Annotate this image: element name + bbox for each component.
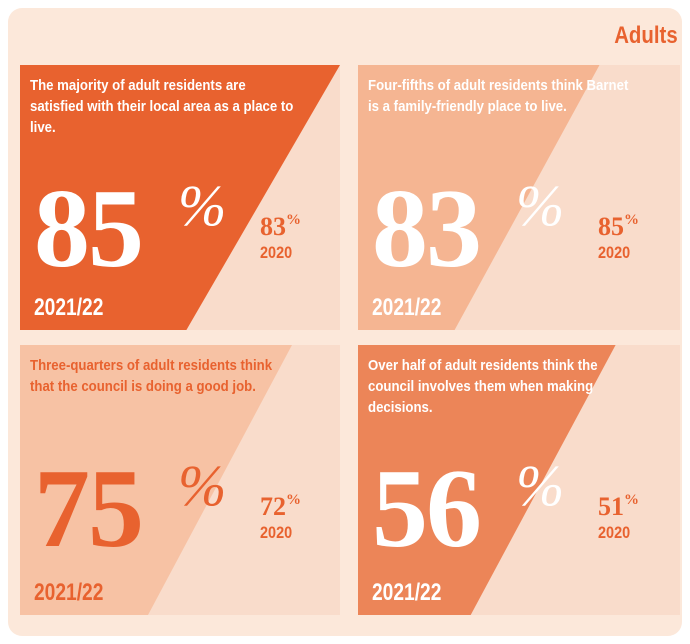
stat-value: 56 bbox=[372, 447, 482, 571]
stat-card: The majority of adult residents are sati… bbox=[20, 65, 340, 330]
stat-unit: % bbox=[178, 453, 227, 518]
title: Adults bbox=[614, 22, 678, 49]
previous-stat: 72% bbox=[260, 492, 301, 522]
previous-unit: % bbox=[286, 212, 301, 228]
description: Three-quarters of adult residents think … bbox=[30, 357, 273, 395]
stat-unit: % bbox=[516, 453, 565, 518]
stat-period: 2021/22 bbox=[372, 579, 442, 606]
stat-unit: % bbox=[516, 173, 565, 238]
stat-card: Over half of adult residents think the c… bbox=[358, 345, 680, 615]
previous-period: 2020 bbox=[598, 243, 631, 262]
previous-value: 83 bbox=[260, 212, 286, 241]
previous-period: 2020 bbox=[260, 523, 293, 542]
previous-value: 51 bbox=[598, 492, 624, 521]
previous-unit: % bbox=[624, 492, 639, 508]
stat-value: 83 bbox=[372, 167, 482, 291]
previous-stat: 85% bbox=[598, 212, 639, 242]
previous-stat: 83% bbox=[260, 212, 301, 242]
stat-card: Four-fifths of adult residents think Bar… bbox=[358, 65, 680, 330]
description: Over half of adult residents think the c… bbox=[368, 357, 598, 416]
stat-period: 2021/22 bbox=[34, 579, 104, 606]
stat-period: 2021/22 bbox=[34, 294, 104, 321]
description: The majority of adult residents are sati… bbox=[30, 77, 294, 136]
stat-period: 2021/22 bbox=[372, 294, 442, 321]
previous-period: 2020 bbox=[260, 243, 293, 262]
previous-unit: % bbox=[286, 492, 301, 508]
stat-value: 75 bbox=[34, 447, 144, 571]
description: Four-fifths of adult residents think Bar… bbox=[368, 77, 629, 115]
stat-value: 85 bbox=[34, 167, 144, 291]
previous-unit: % bbox=[624, 212, 639, 228]
previous-value: 72 bbox=[260, 492, 286, 521]
previous-period: 2020 bbox=[598, 523, 631, 542]
stat-card: Three-quarters of adult residents think … bbox=[20, 345, 340, 615]
previous-stat: 51% bbox=[598, 492, 639, 522]
stat-unit: % bbox=[178, 173, 227, 238]
previous-value: 85 bbox=[598, 212, 624, 241]
